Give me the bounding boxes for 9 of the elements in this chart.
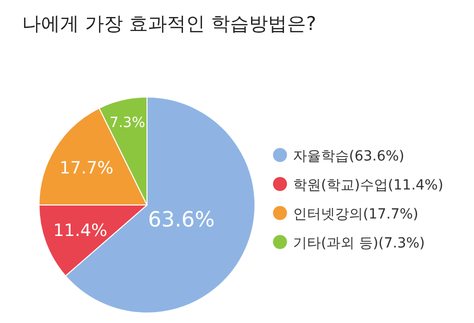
data-label: 17.7% xyxy=(59,158,114,178)
legend-label: 인터넷강의(17.7%) xyxy=(293,206,418,222)
data-label: 11.4% xyxy=(53,220,108,241)
legend-label: 학원(학교)수업(11.4%) xyxy=(293,178,444,194)
chart-title: 나에게 가장 효과적인 학습방법은? xyxy=(22,13,316,35)
legend-label: 기타(과외 등)(7.3%) xyxy=(293,236,425,252)
legend-label: 자율학습(63.6%) xyxy=(293,148,404,164)
data-label: 7.3% xyxy=(110,114,146,131)
data-label: 63.6% xyxy=(148,208,215,232)
